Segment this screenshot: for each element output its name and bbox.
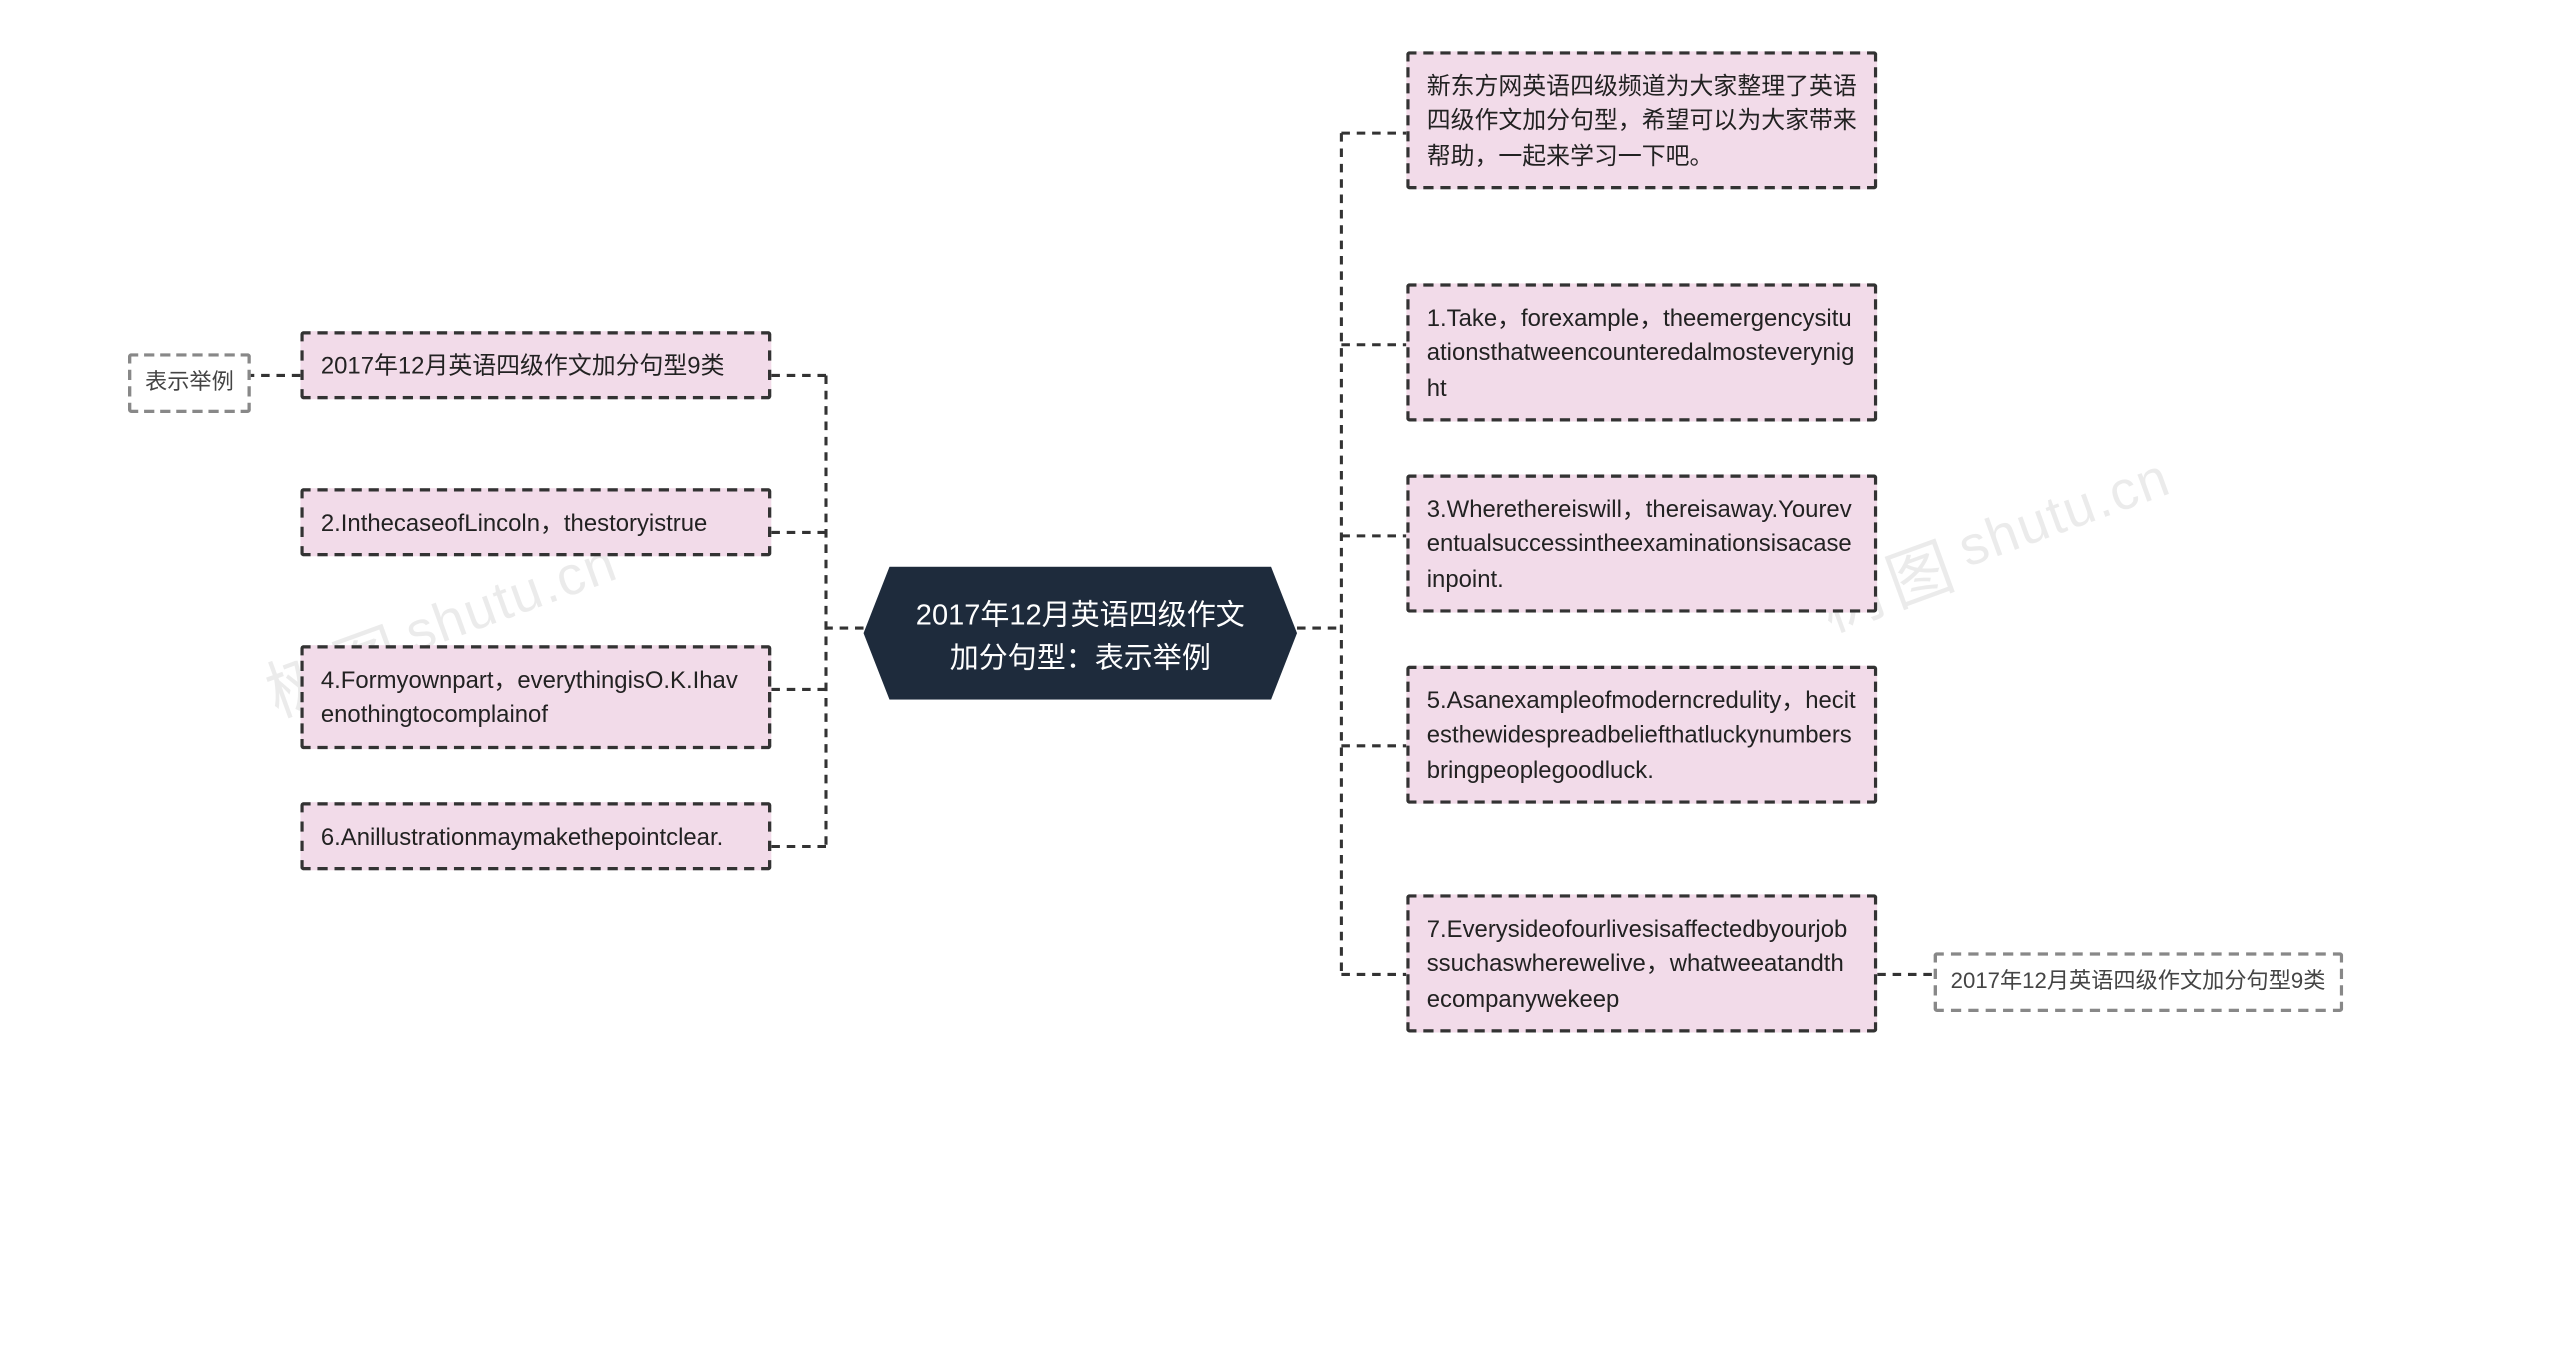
branch-label: 2.InthecaseofLincoln，thestoryistrue [321, 509, 707, 536]
branch-label: 1.Take，forexample，theemergencysituations… [1427, 304, 1855, 401]
root-label: 2017年12月英语四级作文 加分句型：表示举例 [916, 599, 1245, 674]
branch-label: 7.Everysideofourlivesisaffectedbyourjobs… [1427, 915, 1848, 1012]
leaf-node: 2017年12月英语四级作文加分句型9类 [1934, 952, 2343, 1011]
branch-node: 6.Anillustrationmaymakethepointclear. [300, 802, 771, 871]
branch-label: 4.Formyownpart，everythingisO.K.Ihavenoth… [321, 666, 738, 728]
leaf-node: 表示举例 [128, 353, 251, 412]
branch-label: 3.Wherethereiswill，thereisaway.Yourevent… [1427, 495, 1852, 592]
branch-node: 4.Formyownpart，everythingisO.K.Ihavenoth… [300, 645, 771, 748]
branch-node: 新东方网英语四级频道为大家整理了英语四级作文加分句型，希望可以为大家带来帮助，一… [1406, 51, 1877, 189]
branch-node: 7.Everysideofourlivesisaffectedbyourjobs… [1406, 894, 1877, 1032]
branch-node: 2017年12月英语四级作文加分句型9类 [300, 331, 771, 400]
watermark-url: shutu.cn [1950, 446, 2178, 579]
mindmap-canvas: 树图 shutu.cn 树图 shutu.cn 2017年12月英语四级作文 加… [0, 0, 2560, 1348]
branch-node: 5.Asanexampleofmoderncredulity，hecitesth… [1406, 666, 1877, 804]
branch-node: 3.Wherethereiswill，thereisaway.Yourevent… [1406, 474, 1877, 612]
root-node: 2017年12月英语四级作文 加分句型：表示举例 [864, 567, 1297, 700]
branch-label: 2017年12月英语四级作文加分句型9类 [321, 352, 725, 379]
branch-label: 新东方网英语四级频道为大家整理了英语四级作文加分句型，希望可以为大家带来帮助，一… [1427, 72, 1857, 169]
leaf-label: 2017年12月英语四级作文加分句型9类 [1951, 968, 2326, 994]
leaf-label: 表示举例 [145, 369, 234, 395]
branch-node: 1.Take，forexample，theemergencysituations… [1406, 283, 1877, 421]
branch-label: 6.Anillustrationmaymakethepointclear. [321, 823, 723, 850]
branch-node: 2.InthecaseofLincoln，thestoryistrue [300, 488, 771, 557]
branch-label: 5.Asanexampleofmoderncredulity，hecitesth… [1427, 686, 1856, 783]
